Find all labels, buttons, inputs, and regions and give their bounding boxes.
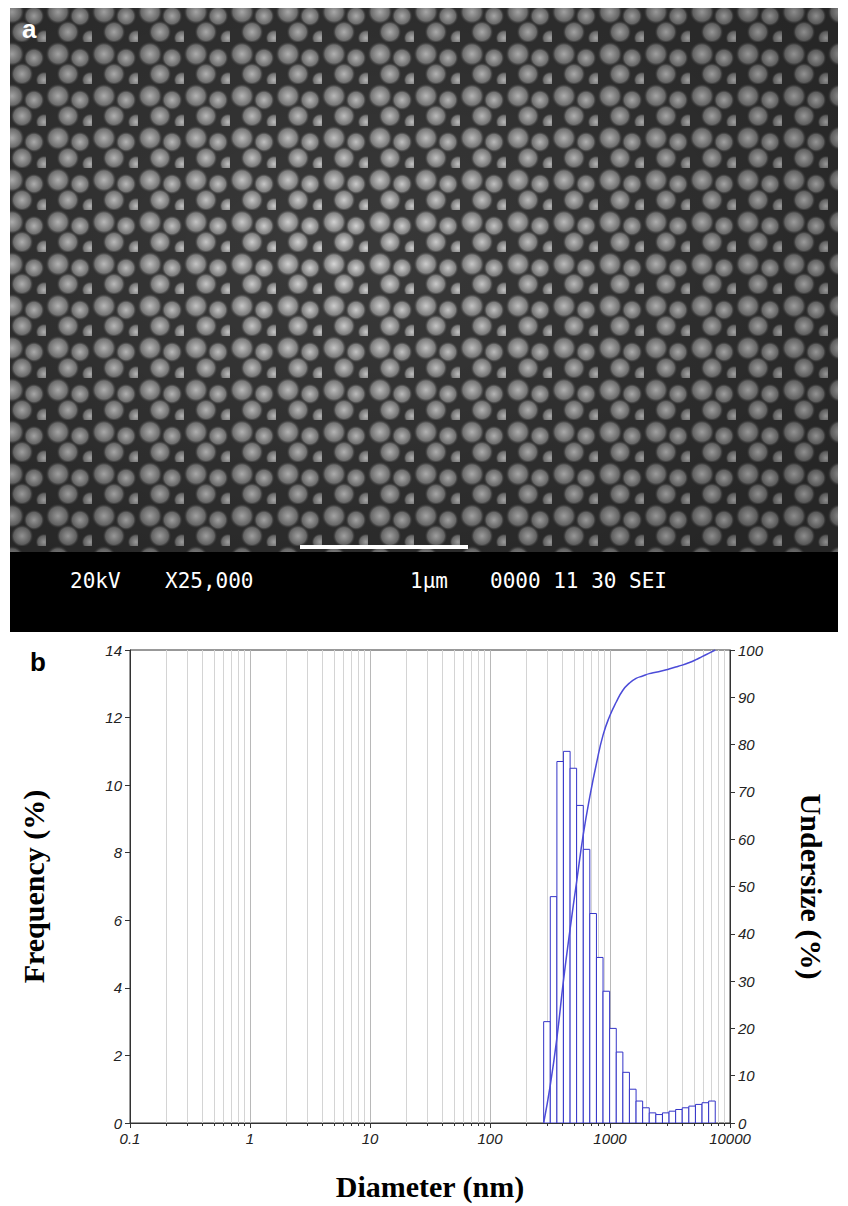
svg-text:20kV: 20kV (70, 569, 121, 593)
svg-text:10: 10 (362, 1130, 379, 1147)
svg-text:80: 80 (738, 736, 755, 753)
svg-text:4: 4 (114, 979, 122, 996)
svg-text:X25,000: X25,000 (165, 569, 254, 593)
svg-text:Undersize (%): Undersize (%) (794, 794, 828, 980)
svg-text:Frequency (%): Frequency (%) (17, 790, 51, 984)
svg-text:2: 2 (113, 1047, 123, 1064)
svg-text:100: 100 (738, 642, 764, 659)
svg-text:60: 60 (738, 831, 755, 848)
svg-text:100: 100 (477, 1130, 503, 1147)
svg-text:0: 0 (738, 1115, 747, 1132)
svg-text:b: b (30, 647, 46, 677)
svg-text:0000 11 30 SEI: 0000 11 30 SEI (490, 569, 667, 593)
svg-text:0: 0 (114, 1115, 123, 1132)
svg-text:6: 6 (114, 912, 123, 929)
svg-text:a: a (22, 14, 37, 44)
svg-text:10: 10 (105, 777, 122, 794)
svg-text:8: 8 (114, 844, 123, 861)
svg-text:90: 90 (738, 689, 755, 706)
svg-text:Diameter (nm): Diameter (nm) (336, 1170, 525, 1204)
svg-text:1: 1 (246, 1130, 254, 1147)
svg-text:14: 14 (105, 642, 122, 659)
svg-text:1000: 1000 (593, 1130, 627, 1147)
svg-text:0.1: 0.1 (120, 1130, 141, 1147)
svg-text:40: 40 (738, 925, 755, 942)
svg-text:70: 70 (738, 783, 755, 800)
svg-text:50: 50 (738, 878, 755, 895)
svg-text:20: 20 (737, 1020, 755, 1037)
svg-text:30: 30 (738, 973, 755, 990)
svg-text:10000: 10000 (709, 1130, 751, 1147)
svg-text:10: 10 (738, 1067, 755, 1084)
svg-text:12: 12 (105, 709, 122, 726)
svg-text:1μm: 1μm (410, 569, 448, 593)
